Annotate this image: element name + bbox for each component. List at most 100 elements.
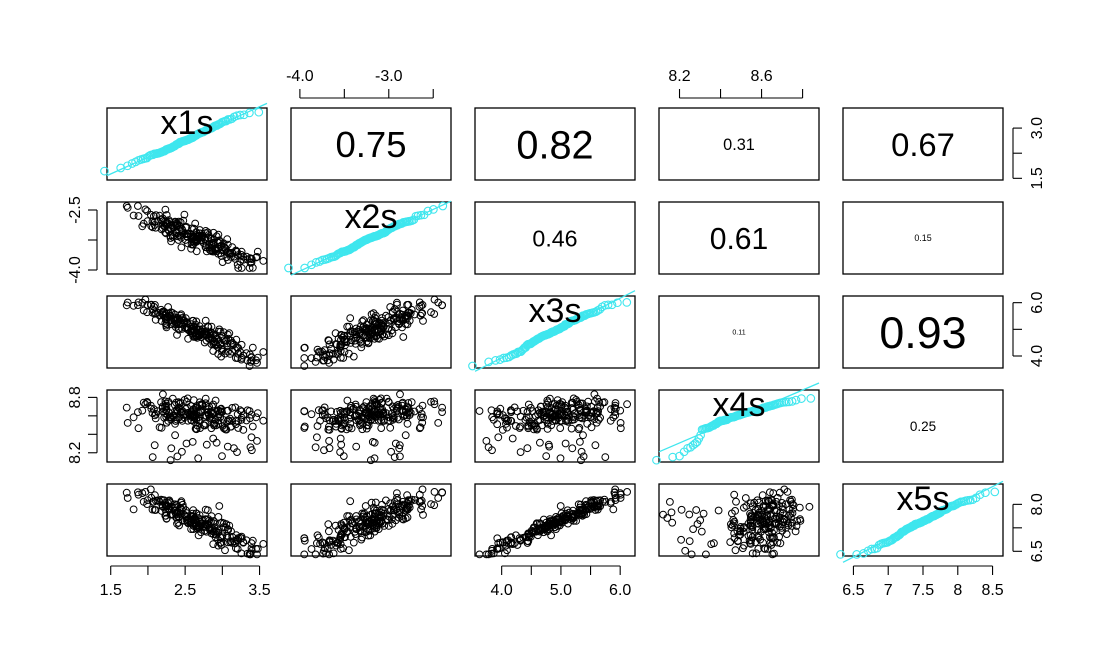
scatter-point [596, 402, 605, 411]
scatter-point [158, 224, 167, 233]
scatter-point [419, 317, 427, 325]
scatter-point [699, 509, 708, 518]
scatter-point [223, 533, 231, 542]
bottom-tick-label: 8.5 [981, 582, 1003, 599]
scatter-point [253, 409, 262, 418]
scatter-point [761, 520, 769, 528]
scatter-point [760, 544, 768, 553]
scatter-point [143, 207, 152, 215]
scatter-point [427, 308, 435, 317]
correlation-value: 0.11 [732, 329, 745, 337]
panel-frame-4-4 [842, 483, 1004, 557]
scatter-point [418, 401, 427, 410]
scatter-point [327, 345, 336, 353]
scatter-point [134, 212, 143, 220]
right-tick-label: 6.0 [1029, 291, 1046, 313]
scatter-point [320, 356, 328, 365]
scatter-panel-x5s-vs-x4s [659, 485, 814, 559]
qq-point [123, 161, 132, 171]
scatter-point [173, 229, 181, 237]
panel-text: x1s x2s x3s x4s x5s 0.75 0.82 0.31 0.67 0.46 0.61 0… [161, 104, 967, 518]
scatter-point [524, 533, 533, 542]
scatter-point [787, 522, 796, 530]
scatter-point [239, 411, 248, 420]
scatter-point [417, 505, 426, 514]
scatter-point [325, 550, 334, 559]
scatter-point [157, 398, 166, 407]
scatter-point [384, 522, 393, 530]
scatter-point [324, 520, 333, 529]
scatter-point [336, 342, 345, 351]
scatter-point [392, 313, 401, 322]
scatter-point [389, 506, 398, 514]
scatter-point [259, 348, 268, 356]
scatter-point [369, 309, 378, 318]
scatter-point [574, 509, 583, 518]
scatter-point [776, 539, 785, 548]
scatter-point [552, 515, 561, 524]
scatter-point [590, 498, 599, 507]
scatter-panel-x5s-vs-x3s [475, 485, 631, 559]
scatter-point [337, 424, 346, 433]
scatter-point [758, 517, 767, 526]
scatter-point [221, 546, 229, 555]
scatter-point [616, 494, 625, 502]
scatter-point [358, 425, 367, 434]
bottom-tick-label: 5.0 [550, 582, 572, 599]
scatter-point [393, 406, 401, 415]
scatter-point [438, 408, 447, 417]
scatter-point [201, 227, 210, 235]
scatter-point [623, 400, 631, 409]
scatter-point [217, 541, 226, 549]
scatter-point [528, 420, 536, 428]
scatter-point [407, 398, 416, 407]
scatter-point [191, 424, 200, 433]
scatter-point [488, 446, 496, 455]
scatter-point [339, 518, 348, 527]
scatter-point [313, 422, 322, 430]
scatter-point [181, 506, 190, 515]
scatter-point [171, 315, 180, 324]
scatter-point [343, 527, 352, 536]
scatter-point [139, 398, 148, 407]
scatter-point [218, 452, 226, 461]
scatter-point [417, 301, 426, 310]
scatter-point [180, 511, 189, 519]
panel-frame-4-0 [106, 483, 268, 557]
scatter-point [211, 396, 220, 405]
scatter-point [771, 514, 779, 523]
scatter-point [393, 489, 401, 498]
scatter-point [253, 253, 261, 261]
panel-frame-0-0 [106, 107, 268, 181]
scatter-point [583, 505, 591, 514]
panel-frame-3-2 [474, 389, 636, 463]
scatter-point [345, 512, 354, 520]
scatter-point [138, 489, 147, 498]
scatter-point [556, 454, 565, 463]
scatter-point [732, 497, 740, 506]
scatter-point [151, 506, 160, 514]
scatter-point [237, 247, 246, 256]
scatter-point [577, 456, 585, 465]
scatter-point [534, 524, 542, 533]
scatter-point [325, 336, 333, 345]
scatter-point [339, 333, 347, 342]
scatter-point [192, 522, 201, 530]
scatter-point [727, 520, 735, 529]
correlation-value: 0.82 [516, 123, 593, 167]
scatter-point [224, 416, 233, 424]
scatter-point [667, 508, 676, 517]
scatter-point [173, 519, 181, 528]
scatter-point [194, 454, 203, 463]
scatter-point [171, 218, 180, 227]
scatter-point [388, 307, 397, 316]
scatter-point [368, 438, 377, 446]
scatter-point [361, 502, 370, 510]
scatter-point [364, 411, 373, 420]
panel-frame-1-1 [290, 201, 452, 275]
scatter-point [211, 527, 220, 536]
scatter-point [141, 205, 150, 214]
panel-frame-4-2 [474, 483, 636, 557]
scatter-point [370, 396, 379, 405]
panel-frame-3-3 [658, 389, 820, 463]
